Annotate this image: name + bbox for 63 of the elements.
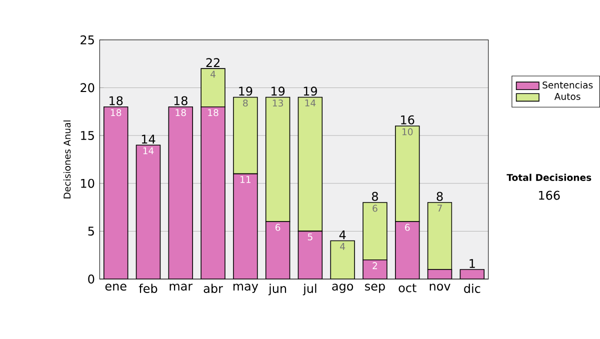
data-label: 13 [272,100,283,107]
total-label: 1 [470,259,475,268]
data-label: 8 [243,100,248,107]
data-label: 18 [176,109,186,116]
data-label: 14 [305,100,316,106]
total-label: 4 [339,230,346,240]
x-tick-label: ene [105,284,126,291]
data-label: 18 [208,109,218,116]
bar [168,106,193,280]
bar [395,221,420,280]
x-tick-label: may [233,284,258,293]
data-label: 11 [240,176,250,183]
legend-label: Autos [554,93,580,100]
text: Total Decisiones [506,174,592,182]
x-tick-label: nov [430,284,450,291]
total-label: 19 [272,86,285,96]
y-axis-title: Decisiones Anual [63,120,71,198]
data-label: 4 [340,243,346,250]
y-tick-label: 0 [88,274,94,284]
x-tick-label: oct [398,284,416,292]
total-label: 16 [401,115,414,124]
x-tick-label: jul [302,284,316,296]
data-label: 7 [438,204,442,212]
y-tick-label: 10 [81,178,94,188]
bar [362,202,388,260]
text: 166 [539,190,560,200]
total-label: 18 [174,96,188,106]
bar [136,145,160,280]
data-label: 2 [372,262,377,270]
y-tick-label: 20 [80,83,94,92]
x-tick-label: mar [170,284,193,291]
data-label: 4 [210,70,216,78]
total-label: 14 [142,134,156,144]
bar [395,126,420,222]
bar [298,231,322,280]
data-label: 6 [405,224,410,232]
total-label: 8 [436,192,443,201]
bar [266,222,290,280]
data-label: 14 [143,147,154,154]
x-tick-label: jun [268,284,286,296]
total-label: 8 [372,192,378,201]
x-tick-label: feb [138,284,158,294]
data-label: 10 [402,128,413,136]
total-label: 19 [304,86,317,96]
bar [104,106,128,280]
y-tick-label: 5 [88,226,94,236]
x-tick-label: sep [365,284,385,293]
legend-label: Sentencias [542,81,593,89]
bar [233,174,258,280]
bar [201,106,225,280]
total-label: 22 [206,58,220,68]
data-label: 18 [110,109,122,116]
data-label: 6 [276,224,280,232]
x-tick-label: dic [464,284,480,294]
x-tick-label: abr [204,284,223,294]
data-label: 5 [308,234,312,240]
bar [427,202,452,270]
data-label: 6 [372,204,378,212]
y-tick-label: 15 [81,131,94,140]
total-label: 18 [110,96,123,106]
x-tick-label: ago [332,284,354,293]
y-tick-label: 25 [80,35,94,44]
total-label: 19 [239,86,252,96]
